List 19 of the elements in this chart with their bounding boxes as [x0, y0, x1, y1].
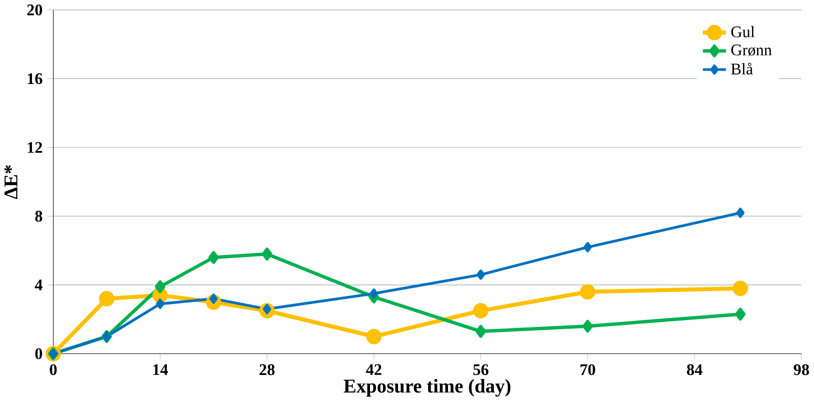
x-tick-label: 14 — [153, 364, 168, 375]
legend-label: Grønn — [731, 44, 772, 56]
y-axis-title: ΔE* — [4, 165, 18, 199]
y-tick-label: 12 — [28, 142, 42, 153]
x-tick-label: 0 — [50, 364, 57, 376]
y-tick-label: 4 — [34, 280, 42, 290]
x-tick-label: 42 — [366, 364, 382, 375]
legend-label: Blå — [731, 62, 753, 74]
x-tick-label: 70 — [580, 364, 596, 376]
legend-label: Gul — [731, 26, 755, 38]
x-tick-label: 98 — [794, 364, 809, 376]
x-tick-label: 56 — [473, 364, 488, 376]
x-tick-label: 84 — [686, 364, 702, 376]
x-axis-title: Exposure time (day) — [344, 378, 510, 397]
y-tick-label: 0 — [35, 348, 42, 360]
y-tick-label: 16 — [28, 73, 42, 84]
y-tick-label: 20 — [27, 4, 42, 16]
y-tick-label: 8 — [35, 210, 42, 222]
x-tick-label: 28 — [260, 364, 275, 376]
